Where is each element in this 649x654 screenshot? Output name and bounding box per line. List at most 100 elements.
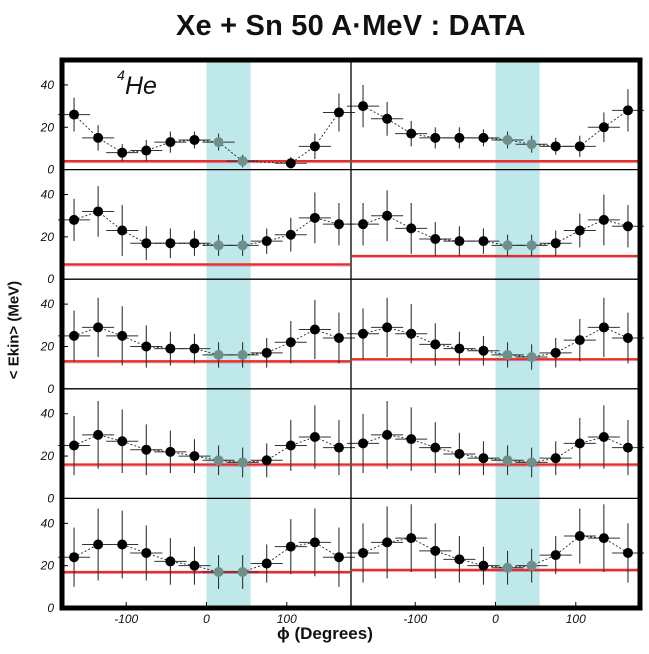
axis-ticks: 0 20 40 0 20 40 0 20 40 0 20 40 0 20 40 -100 0 100 -100 0 10… — [40, 78, 586, 626]
data-point — [309, 141, 320, 152]
data-point — [237, 567, 248, 578]
data-point — [261, 455, 272, 466]
data-point — [165, 137, 176, 148]
data-point — [550, 141, 561, 152]
data-point — [550, 238, 561, 249]
data-point — [478, 132, 489, 143]
data-point — [93, 539, 104, 550]
data-point — [382, 322, 393, 333]
data-point — [93, 206, 104, 217]
data-point — [285, 337, 296, 348]
panel — [346, 297, 645, 370]
data-point — [117, 539, 128, 550]
data-point — [478, 345, 489, 356]
y-tick-label: 40 — [41, 78, 55, 92]
data-point — [309, 537, 320, 548]
data-point — [358, 101, 369, 112]
panel — [57, 297, 356, 368]
data-point — [382, 113, 393, 124]
y-tick-label: 0 — [47, 272, 54, 286]
y-tick-label: 40 — [41, 297, 55, 311]
data-point — [502, 562, 513, 573]
data-point — [574, 531, 585, 542]
chart-panels — [57, 84, 645, 589]
data-point — [309, 324, 320, 335]
data-point — [117, 147, 128, 158]
panel — [57, 186, 356, 267]
data-point — [237, 349, 248, 360]
x-tick-label: 100 — [277, 612, 297, 626]
data-point — [93, 322, 104, 333]
data-point — [430, 339, 441, 350]
data-point — [189, 343, 200, 354]
x-tick-label: 0 — [203, 612, 210, 626]
data-point — [285, 158, 296, 169]
data-point — [69, 214, 80, 225]
data-point — [430, 442, 441, 453]
data-point — [382, 429, 393, 440]
data-point — [69, 330, 80, 341]
y-tick-label: 0 — [47, 491, 54, 505]
data-point — [430, 545, 441, 556]
data-point — [598, 214, 609, 225]
data-point — [189, 238, 200, 249]
data-point — [117, 436, 128, 447]
highlight-band — [495, 60, 540, 608]
data-point — [550, 347, 561, 358]
data-point — [358, 219, 369, 230]
data-point — [622, 547, 633, 558]
x-tick-label: -100 — [403, 612, 427, 626]
highlight-band — [206, 60, 251, 608]
data-point — [574, 141, 585, 152]
y-tick-label: 20 — [40, 559, 55, 573]
data-point — [141, 341, 152, 352]
highlight-bands — [206, 60, 540, 608]
data-point — [454, 236, 465, 247]
panel — [57, 508, 356, 589]
data-point — [117, 225, 128, 236]
data-point — [189, 560, 200, 571]
panel — [346, 84, 645, 164]
data-point — [622, 442, 633, 453]
data-point — [454, 448, 465, 459]
data-point — [574, 225, 585, 236]
data-point — [213, 567, 224, 578]
data-point — [526, 457, 537, 468]
data-point — [69, 440, 80, 451]
data-point — [478, 453, 489, 464]
chart-frame — [59, 57, 643, 611]
data-point — [502, 455, 513, 466]
outer-border — [59, 57, 643, 611]
data-point — [406, 533, 417, 544]
data-point — [526, 240, 537, 251]
data-point — [430, 132, 441, 143]
y-axis-label: < Ekin> (MeV) — [5, 280, 23, 380]
series-line — [73, 434, 340, 463]
data-point — [213, 240, 224, 251]
y-tick-label: 0 — [47, 601, 54, 615]
data-point — [502, 134, 513, 145]
panel — [346, 190, 645, 258]
y-tick-label: 20 — [40, 339, 55, 353]
data-point — [93, 429, 104, 440]
data-point — [237, 240, 248, 251]
data-point — [69, 552, 80, 563]
panel — [346, 504, 645, 585]
data-point — [358, 438, 369, 449]
data-point — [622, 333, 633, 343]
data-point — [333, 442, 344, 453]
data-point — [261, 347, 272, 358]
data-point — [333, 219, 344, 230]
y-tick-label: 20 — [40, 120, 55, 134]
data-point — [358, 547, 369, 558]
y-tick-label: 40 — [41, 516, 55, 530]
data-point — [93, 132, 104, 143]
data-point — [502, 349, 513, 360]
data-point — [237, 457, 248, 468]
data-point — [165, 343, 176, 354]
data-point — [550, 550, 561, 561]
data-point — [333, 552, 344, 563]
data-point — [502, 240, 513, 251]
particle-mass-number: 4 — [117, 67, 125, 83]
particle-label: 4 He — [117, 67, 157, 100]
